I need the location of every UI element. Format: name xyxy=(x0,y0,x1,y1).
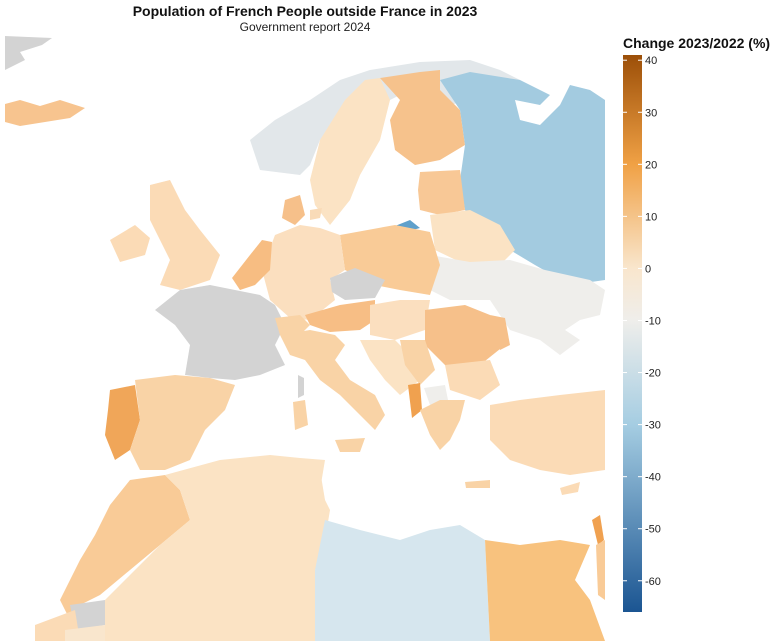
region-corsica xyxy=(298,375,304,398)
region-crete xyxy=(465,480,490,488)
region-ukraine xyxy=(430,255,605,355)
region-sicily xyxy=(335,438,365,452)
legend-tick-label: 40 xyxy=(645,55,657,67)
region-bulgaria xyxy=(445,360,500,400)
legend-tick-label: 0 xyxy=(645,263,651,275)
region-moldova xyxy=(490,315,510,350)
region-turkey xyxy=(490,390,605,475)
choropleth-map xyxy=(5,36,605,641)
region-iceland xyxy=(5,36,52,70)
region-russia xyxy=(440,72,605,285)
region-algeria xyxy=(105,455,330,641)
region-sardinia xyxy=(293,400,308,430)
legend-tick-label: 30 xyxy=(645,107,657,119)
region-italy xyxy=(280,330,385,430)
region-western-sahara xyxy=(70,600,105,630)
region-austria xyxy=(305,300,375,332)
region-ireland xyxy=(110,225,150,262)
legend-colorbar: 40 30 20 10 0 -10 -20 -30 -40 -50 -60 xyxy=(623,55,661,612)
region-sweden xyxy=(310,78,390,225)
region-egypt xyxy=(485,540,605,641)
legend-tick-label: -20 xyxy=(645,368,661,380)
map-title: Population of French People outside Fran… xyxy=(132,3,478,19)
legend-tick-label: -30 xyxy=(645,420,661,432)
legend-tick-label: 10 xyxy=(645,211,657,223)
legend-tick-label: -50 xyxy=(645,524,661,536)
region-denmark xyxy=(282,195,305,225)
region-switzerland xyxy=(275,315,310,335)
region-belarus xyxy=(430,210,515,265)
region-cyprus xyxy=(560,482,580,495)
colorbar xyxy=(623,55,642,612)
region-jordan xyxy=(596,540,605,600)
region-portugal xyxy=(105,385,140,460)
region-tunisia xyxy=(300,458,330,540)
region-denmark-isle xyxy=(310,208,322,220)
region-finland xyxy=(380,70,465,165)
region-albania xyxy=(408,383,422,418)
legend-tick-label: -10 xyxy=(645,315,661,327)
region-uk xyxy=(150,180,220,290)
region-netherlands xyxy=(232,240,272,290)
legend-tick-label: 20 xyxy=(645,159,657,171)
legend-tick-label: -40 xyxy=(645,472,661,484)
region-greece xyxy=(420,400,465,450)
region-israel xyxy=(592,515,604,545)
region-france xyxy=(155,285,285,380)
region-spain xyxy=(130,375,235,470)
region-north-atlantic xyxy=(5,100,85,126)
map-subtitle: Government report 2024 xyxy=(239,20,371,34)
region-hungary xyxy=(370,300,430,340)
region-germany xyxy=(262,225,345,320)
region-romania xyxy=(425,305,505,365)
region-baltics xyxy=(418,170,465,215)
region-czechia xyxy=(330,268,385,300)
region-morocco xyxy=(60,475,190,620)
legend-title: Change 2023/2022 (%) xyxy=(623,35,771,51)
region-serbia xyxy=(400,340,435,385)
region-libya xyxy=(315,520,490,641)
legend-tick-label: -60 xyxy=(645,576,661,588)
region-mali xyxy=(65,625,105,641)
region-crimea xyxy=(540,330,580,355)
